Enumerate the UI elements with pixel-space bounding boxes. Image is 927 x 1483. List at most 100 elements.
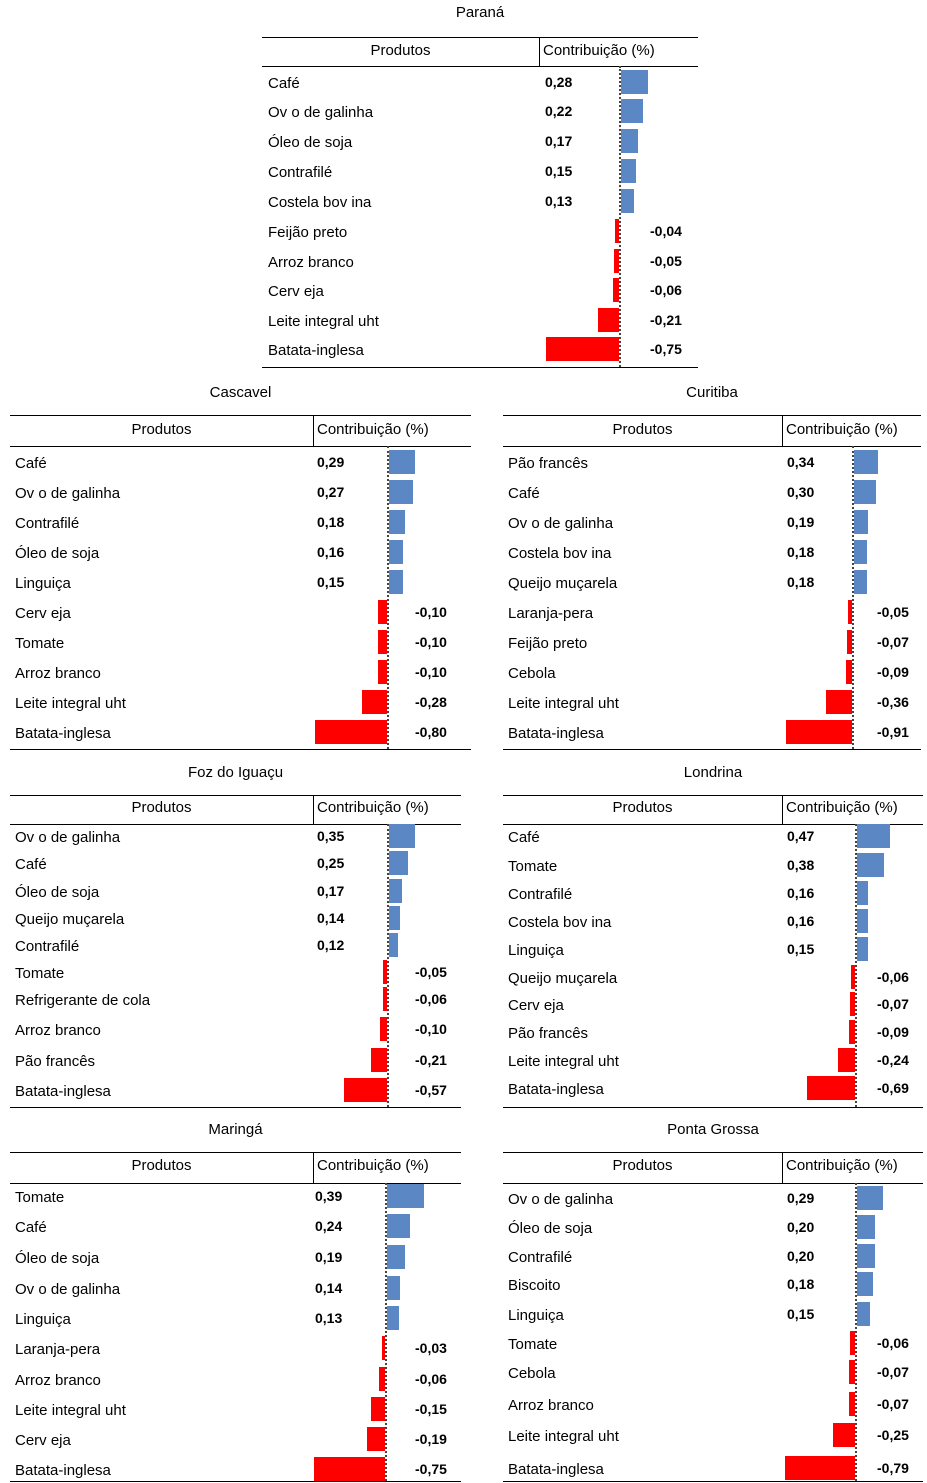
row-label: Pão francês — [508, 455, 589, 472]
header-top-rule — [10, 1152, 461, 1153]
bar — [854, 570, 867, 594]
row-label: Café — [268, 75, 300, 92]
data-label: 0,24 — [315, 1218, 343, 1234]
row-label: Cerv eja — [15, 605, 71, 622]
zero-axis — [855, 824, 857, 1107]
data-label: 0,17 — [545, 133, 573, 149]
data-label: 0,13 — [315, 1310, 343, 1326]
bar — [613, 278, 619, 302]
data-label: -0,19 — [415, 1431, 447, 1447]
bar — [849, 1331, 855, 1355]
row-label: Laranja-pera — [508, 605, 594, 622]
row-label: Leite integral uht — [15, 1402, 126, 1419]
row-label: Tomate — [15, 965, 65, 982]
data-label: -0,75 — [650, 341, 682, 357]
header-bottom-rule — [10, 1183, 461, 1184]
header-bottom-rule — [503, 1183, 923, 1184]
chart-title: Maringá — [208, 1121, 263, 1138]
column-header-contribution: Contribuição (%) — [543, 42, 655, 59]
row-label: Cerv eja — [508, 997, 564, 1014]
row-label: Óleo de soja — [508, 1220, 593, 1237]
bar — [621, 129, 638, 153]
chart-title: Foz do Iguaçu — [187, 764, 284, 781]
bar — [614, 249, 619, 273]
data-label: 0,14 — [315, 1280, 343, 1296]
bar — [379, 1017, 387, 1041]
data-label: 0,47 — [787, 828, 815, 844]
data-label: -0,05 — [650, 253, 682, 269]
row-label: Café — [508, 485, 540, 502]
data-label: 0,16 — [787, 885, 815, 901]
data-label: -0,15 — [415, 1401, 447, 1417]
chart-title: Cascavel — [209, 384, 272, 401]
bar — [838, 1048, 855, 1072]
data-label: -0,07 — [877, 1364, 909, 1380]
bar — [857, 1215, 875, 1239]
column-header-products: Produtos — [131, 1157, 192, 1174]
header-top-rule — [503, 415, 921, 416]
bar — [854, 510, 868, 534]
bar — [833, 1423, 855, 1447]
row-label: Queijo muçarela — [508, 575, 618, 592]
data-label: -0,09 — [877, 1024, 909, 1040]
bar — [806, 1076, 855, 1100]
data-label: 0,27 — [317, 484, 345, 500]
row-label: Café — [15, 1219, 47, 1236]
data-label: 0,13 — [545, 193, 573, 209]
bar — [389, 450, 416, 474]
bar — [313, 1457, 385, 1481]
row-label: Refrigerante de cola — [15, 992, 151, 1009]
row-label: Contrafilé — [508, 1249, 573, 1266]
chart-title: Ponta Grossa — [667, 1121, 759, 1138]
row-label: Leite integral uht — [15, 695, 126, 712]
row-label: Batata-inglesa — [508, 1081, 604, 1098]
bar — [848, 1020, 855, 1044]
row-label: Feijão preto — [268, 224, 348, 241]
bar — [545, 337, 619, 361]
data-label: -0,10 — [415, 1021, 447, 1037]
bar — [378, 660, 387, 684]
row-label: Leite integral uht — [508, 695, 619, 712]
row-label: Batata-inglesa — [15, 1462, 111, 1479]
data-label: 0,18 — [787, 574, 815, 590]
row-label: Ov o de galinha — [15, 485, 121, 502]
data-label: 0,20 — [787, 1219, 815, 1235]
row-label: Arroz branco — [268, 254, 354, 271]
data-label: 0,25 — [317, 855, 345, 871]
data-label: -0,75 — [415, 1461, 447, 1477]
bar — [857, 824, 890, 848]
data-label: 0,18 — [787, 1276, 815, 1292]
header-separator — [782, 795, 783, 824]
data-label: 0,29 — [787, 1190, 815, 1206]
column-header-products: Produtos — [370, 42, 431, 59]
header-top-rule — [503, 795, 923, 796]
row-label: Laranja-pera — [15, 1341, 101, 1358]
column-header-contribution: Contribuição (%) — [786, 799, 898, 816]
data-label: 0,19 — [315, 1249, 343, 1265]
data-label: -0,06 — [415, 1371, 447, 1387]
bar — [387, 1276, 401, 1300]
bar — [387, 1306, 400, 1330]
data-label: -0,28 — [415, 694, 447, 710]
row-label: Café — [508, 829, 540, 846]
header-top-rule — [262, 37, 698, 38]
row-label: Leite integral uht — [508, 1428, 619, 1445]
bar — [366, 1427, 385, 1451]
header-top-rule — [10, 795, 461, 796]
data-label: -0,36 — [877, 694, 909, 710]
zero-axis — [385, 1183, 387, 1481]
table-bottom-rule — [503, 1481, 923, 1482]
bar — [371, 1048, 387, 1072]
column-header-products: Produtos — [612, 421, 673, 438]
bar — [848, 1360, 855, 1384]
data-label: 0,38 — [787, 857, 815, 873]
row-label: Óleo de soja — [15, 545, 100, 562]
bar — [848, 1392, 855, 1416]
row-label: Leite integral uht — [268, 313, 379, 330]
row-label: Batata-inglesa — [508, 725, 604, 742]
column-header-contribution: Contribuição (%) — [317, 799, 429, 816]
data-label: 0,34 — [787, 454, 815, 470]
